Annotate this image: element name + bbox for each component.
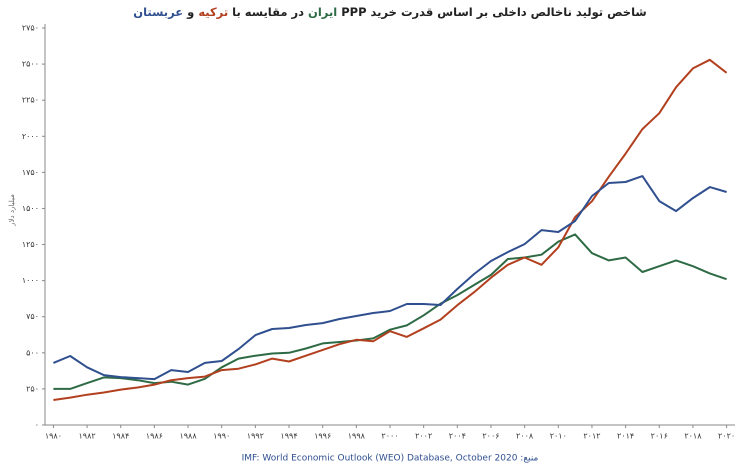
source: منبع: IMF: World Economic Outlook (WEO) … xyxy=(242,454,539,464)
title-part: در مقایسه با xyxy=(232,5,304,19)
x-tick-label: ۲۰۱۶ xyxy=(651,432,668,441)
x-tick-label: ۱۹۸۰ xyxy=(45,432,62,441)
chart-title: شاخص تولید ناخالص داخلی بر اساس قدرت خری… xyxy=(133,5,646,20)
y-tick-label: ۲۵۰۰ xyxy=(22,60,39,69)
y-tick-label: ۱۷۵۰ xyxy=(22,168,39,177)
x-tick-label: ۲۰۰۲ xyxy=(415,432,432,441)
y-tick-label: ۲۰۰۰ xyxy=(22,132,39,141)
x-tick-label: ۱۹۸۴ xyxy=(112,432,129,441)
x-tick-label: ۱۹۹۲ xyxy=(247,432,264,441)
y-tick-label: ۷۵۰ xyxy=(26,312,39,321)
title-part: ایران xyxy=(308,5,337,19)
y-tick-label: ۲۷۵۰ xyxy=(22,24,39,33)
x-tick-label: ۲۰۱۸ xyxy=(684,432,702,441)
x-tick-label: ۲۰۲۰ xyxy=(718,432,735,441)
x-tick-label: ۱۹۸۲ xyxy=(78,432,95,441)
title-part: عربستان xyxy=(133,5,183,19)
x-tick-label: ۱۹۸۸ xyxy=(179,432,197,441)
title-part: و xyxy=(186,5,194,20)
y-tick-label: ۱۵۰۰ xyxy=(22,204,39,213)
y-axis-label: میلیارد دلار xyxy=(8,194,16,227)
y-tick-label: ۰ xyxy=(35,421,39,430)
x-tick-label: ۲۰۰۶ xyxy=(482,432,499,441)
y-tick-label: ۵۰۰ xyxy=(26,348,39,357)
y-tick-label: ۲۵۰ xyxy=(26,384,39,393)
x-tick-label: ۲۰۱۲ xyxy=(583,432,600,441)
x-tick-label: ۲۰۰۴ xyxy=(449,432,466,441)
title-part: ترکیه xyxy=(198,5,228,19)
title-part: شاخص تولید ناخالص داخلی بر اساس قدرت خری… xyxy=(341,5,647,20)
x-tick-label: ۱۹۹۸ xyxy=(348,432,366,441)
x-tick-label: ۲۰۰۰ xyxy=(381,432,398,441)
x-tick-label: ۲۰۱۰ xyxy=(550,432,567,441)
x-tick-label: ۲۰۱۴ xyxy=(617,432,634,441)
y-tick-label: ۱۰۰۰ xyxy=(22,276,39,285)
x-tick-label: ۱۹۹۴ xyxy=(280,432,297,441)
x-tick-label: ۱۹۸۶ xyxy=(146,432,163,441)
x-tick-label: ۱۹۹۶ xyxy=(314,432,331,441)
series-line xyxy=(53,175,727,381)
x-tick-label: ۲۰۰۸ xyxy=(516,432,534,441)
y-tick-label: ۱۲۵۰ xyxy=(22,240,39,249)
y-tick-label: ۲۲۵۰ xyxy=(22,96,39,105)
x-tick-label: ۱۹۹۰ xyxy=(213,432,230,441)
series-line xyxy=(53,58,728,401)
